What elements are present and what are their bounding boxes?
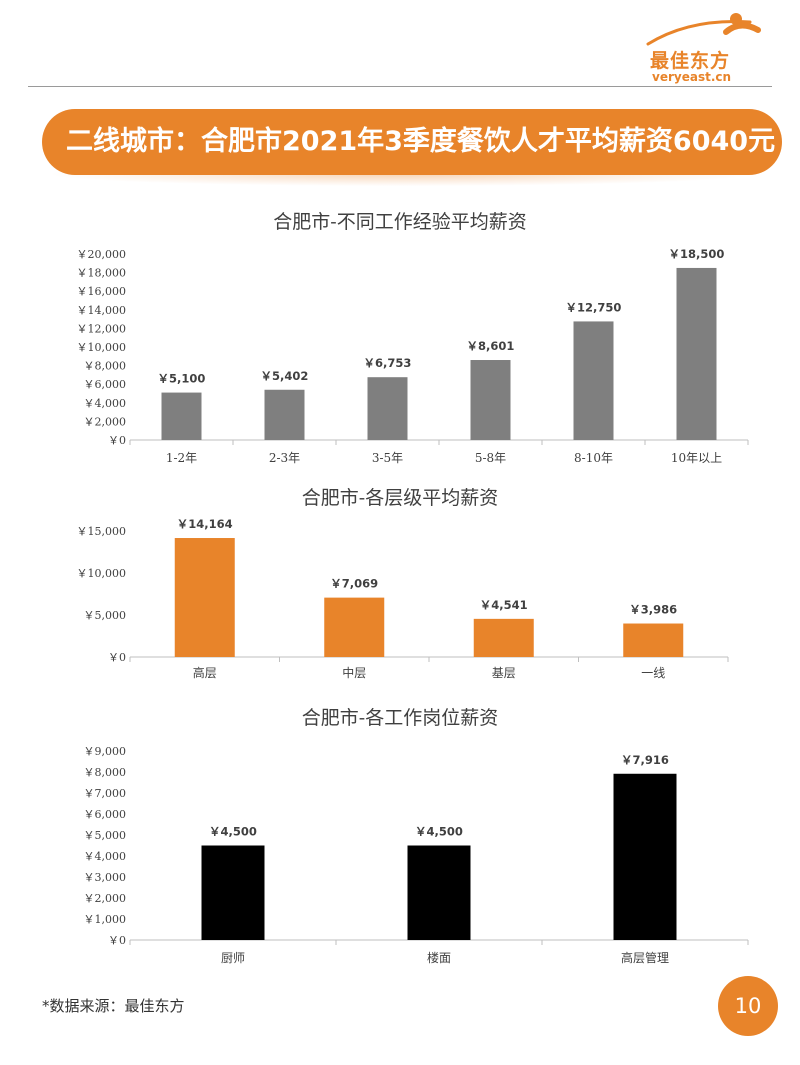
- brand-name: 最佳东方: [650, 50, 731, 72]
- category-label: 厨师: [221, 951, 245, 965]
- banner-title: 二线城市：合肥市2021年3季度餐饮人才平均薪资6040元: [66, 126, 776, 157]
- bar: [407, 845, 471, 940]
- category-label: 8-10年: [574, 451, 613, 465]
- bar: [470, 360, 511, 440]
- y-tick-label: ￥20,000: [77, 248, 127, 261]
- data-label: ￥5,100: [158, 372, 206, 386]
- bar: [264, 389, 305, 440]
- category-label: 基层: [492, 666, 516, 680]
- data-label: ￥14,164: [177, 517, 233, 531]
- y-tick-label: ￥18,000: [77, 267, 127, 280]
- chart-level-salary: 合肥市-各层级平均薪资 ￥0 ￥5,000 ￥10,000 ￥15,000 ￥14,164…: [40, 476, 760, 686]
- y-tick-label: ￥7,000: [84, 787, 127, 800]
- category-label: 3-5年: [372, 451, 403, 465]
- bar: [613, 773, 677, 940]
- data-label: ￥5,402: [261, 369, 309, 383]
- data-label: ￥6,753: [364, 356, 412, 370]
- data-label: ￥4,500: [209, 825, 257, 839]
- data-label: ￥18,500: [669, 247, 725, 261]
- y-tick-label: ￥4,000: [84, 850, 127, 863]
- bar: [573, 321, 614, 440]
- y-tick-label: ￥16,000: [77, 285, 127, 298]
- bar: [676, 267, 717, 440]
- chart-title: 合肥市-各工作岗位薪资: [302, 707, 498, 729]
- data-label: ￥3,986: [629, 603, 677, 617]
- y-tick-label: ￥5,000: [84, 609, 127, 622]
- data-label: ￥7,069: [330, 577, 378, 591]
- y-tick-label: ￥3,000: [84, 871, 127, 884]
- y-tick-label: ￥12,000: [77, 322, 127, 335]
- category-label: 一线: [641, 666, 665, 680]
- data-label: ￥8,601: [467, 339, 515, 353]
- category-label: 10年以上: [671, 451, 722, 465]
- bar: [324, 597, 385, 657]
- category-label: 高层管理: [621, 950, 669, 965]
- data-label: ￥4,541: [480, 598, 528, 612]
- y-tick-label: ￥2,000: [84, 415, 127, 428]
- bar: [161, 392, 202, 440]
- data-label: ￥4,500: [415, 825, 463, 839]
- y-tick-label: ￥6,000: [84, 808, 127, 821]
- y-tick-label: ￥14,000: [77, 304, 127, 317]
- y-tick-label: ￥5,000: [84, 829, 127, 842]
- chart-title: 合肥市-不同工作经验平均薪资: [273, 211, 526, 233]
- category-label: 2-3年: [269, 451, 300, 465]
- y-tick-label: ￥9,000: [84, 745, 127, 758]
- data-label: ￥7,916: [621, 753, 669, 767]
- chart-experience-salary: 合肥市-不同工作经验平均薪资 ￥0 ￥2,000 ￥4,000 ￥6,000 ￥8,000…: [40, 200, 760, 472]
- data-label: ￥12,750: [566, 300, 622, 314]
- bar: [174, 538, 235, 657]
- y-tick-label: ￥0: [108, 651, 126, 664]
- y-tick-label: ￥15,000: [77, 525, 127, 538]
- brand-domain: veryeast.cn: [652, 70, 732, 84]
- chart-position-salary: 合肥市-各工作岗位薪资 ￥0 ￥1,000 ￥2,000 ￥3,000 ￥4,000 ￥5,…: [40, 696, 760, 968]
- chart-experience-svg: 合肥市-不同工作经验平均薪资 ￥0 ￥2,000 ￥4,000 ￥6,000 ￥8,000…: [77, 211, 749, 465]
- chart-level-svg: 合肥市-各层级平均薪资 ￥0 ￥5,000 ￥10,000 ￥15,000 ￥14,164…: [77, 487, 729, 680]
- bar: [201, 845, 265, 940]
- brand-logo: 最佳东方 veryeast.cn: [640, 10, 770, 84]
- y-tick-label: ￥0: [108, 934, 126, 947]
- bar: [473, 618, 534, 657]
- bar: [623, 623, 684, 657]
- page-number: 10: [718, 976, 778, 1036]
- y-tick-label: ￥6,000: [84, 378, 127, 391]
- chart-title: 合肥市-各层级平均薪资: [302, 487, 498, 509]
- y-tick-label: ￥8,000: [84, 360, 127, 373]
- y-tick-label: ￥4,000: [84, 397, 127, 410]
- category-label: 楼面: [427, 950, 451, 965]
- y-tick-label: ￥10,000: [77, 567, 127, 580]
- y-tick-label: ￥8,000: [84, 766, 127, 779]
- category-label: 高层: [193, 665, 217, 680]
- bar: [367, 377, 408, 440]
- title-banner: 二线城市：合肥市2021年3季度餐饮人才平均薪资6040元: [42, 109, 782, 175]
- y-tick-label: ￥1,000: [84, 913, 127, 926]
- logo-swoosh-icon: [646, 13, 761, 46]
- chart-position-svg: 合肥市-各工作岗位薪资 ￥0 ￥1,000 ￥2,000 ￥3,000 ￥4,000 ￥5,…: [84, 707, 749, 965]
- category-label: 中层: [342, 665, 366, 680]
- y-tick-label: ￥0: [108, 434, 126, 447]
- y-tick-label: ￥10,000: [77, 341, 127, 354]
- category-label: 1-2年: [166, 451, 197, 465]
- category-label: 5-8年: [475, 451, 506, 465]
- data-source-note: *数据来源：最佳东方: [42, 997, 185, 1015]
- header-divider: [28, 86, 772, 87]
- y-tick-label: ￥2,000: [84, 892, 127, 905]
